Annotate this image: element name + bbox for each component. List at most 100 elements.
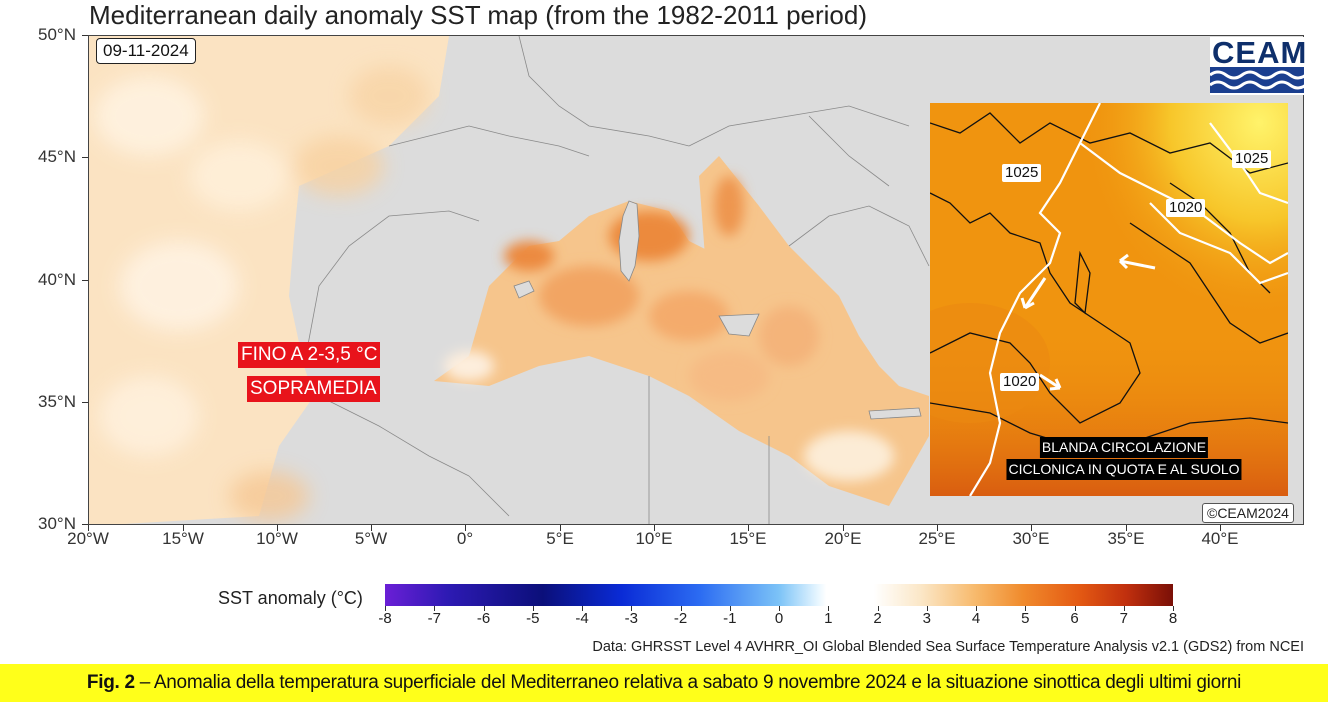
sst-colorbar — [385, 584, 1173, 606]
colorbar-tick — [434, 606, 436, 611]
colorbar-tick-label: -3 — [624, 610, 638, 627]
ceam-logo: CEAM — [1210, 35, 1308, 95]
copyright-badge: ©CEAM2024 — [1202, 503, 1294, 523]
colorbar-tick — [631, 606, 633, 611]
lat-label: 30°N — [38, 514, 76, 533]
colorbar-tick — [582, 606, 583, 611]
isobar-label: 1025 — [1232, 150, 1272, 168]
lon-label: 25°E — [918, 529, 956, 548]
colorbar-tick — [926, 606, 928, 611]
lon-tick — [465, 525, 466, 531]
colorbar-tick — [483, 606, 485, 611]
lon-tick — [183, 525, 184, 531]
lon-tick — [1126, 525, 1127, 531]
balearic-islands — [513, 280, 535, 299]
lon-tick — [1031, 525, 1032, 531]
lon-tick — [371, 525, 372, 531]
wave-logo-icon — [1210, 67, 1304, 93]
lat-label: 35°N — [38, 392, 76, 411]
lon-label: 5°E — [546, 529, 574, 548]
colorbar-tick-label: 3 — [922, 610, 931, 627]
sicily — [718, 313, 760, 337]
colorbar-tick — [828, 606, 830, 611]
lon-label: 30°E — [1012, 529, 1050, 548]
lon-label: 20°W — [67, 529, 109, 548]
synoptic-canvas — [930, 103, 1288, 496]
colorbar-tick-label: 7 — [1119, 610, 1128, 627]
colorbar-tick-label: -5 — [526, 610, 540, 627]
wind-arrows — [1020, 253, 1156, 391]
caption-text: – Anomalia della temperatura superficial… — [134, 672, 1242, 693]
caption-prefix: Fig. 2 — [86, 672, 135, 693]
colorbar-tick — [729, 606, 731, 611]
anomaly-annotation-line1: FINO A 2-3,5 °C — [238, 342, 381, 368]
lat-label: 45°N — [38, 147, 76, 166]
lon-tick — [654, 525, 655, 531]
data-source-note: Data: GHRSST Level 4 AVHRR_OI Global Ble… — [592, 639, 1304, 655]
lon-label: 5°W — [354, 529, 388, 548]
colorbar-tick-label: 2 — [873, 610, 882, 627]
crete — [868, 407, 922, 420]
lon-label: 40°E — [1201, 529, 1239, 548]
colorbar-tick — [1173, 606, 1174, 611]
colorbar-tick-label: 0 — [774, 610, 784, 627]
colorbar-tick — [1123, 606, 1125, 611]
lat-label: 50°N — [38, 25, 76, 44]
colorbar-tick-label: 1 — [824, 610, 833, 627]
lon-label: 10°E — [635, 529, 673, 548]
colorbar-tick — [976, 606, 977, 611]
lon-label: 20°E — [824, 529, 862, 548]
lon-tick — [748, 525, 749, 531]
lat-tick — [82, 402, 88, 403]
colorbar-tick-label: 4 — [971, 610, 981, 627]
anomaly-annotation-line2: SOPRAMEDIA — [247, 376, 380, 402]
colorbar-tick-label: -4 — [575, 610, 589, 627]
lon-label: 35°E — [1107, 529, 1145, 548]
colorbar-title: SST anomaly (°C) — [218, 588, 363, 608]
colorbar-tick-label: 5 — [1021, 610, 1030, 627]
corsica-sardinia — [618, 200, 640, 282]
figure-caption-bar: Fig. 2 – Anomalia della temperatura supe… — [0, 664, 1328, 702]
country-borders — [303, 36, 930, 524]
colorbar-tick-label: -6 — [476, 610, 491, 627]
colorbar-tick — [385, 606, 386, 611]
lat-tick — [82, 157, 88, 158]
lon-tick — [937, 525, 938, 531]
lon-label: 10°W — [256, 529, 298, 548]
lon-tick — [88, 525, 89, 531]
lon-tick — [1220, 525, 1221, 531]
colorbar-tick-label: 6 — [1070, 610, 1079, 627]
map-canvas — [89, 36, 930, 524]
colorbar-tick-label: -2 — [673, 610, 688, 627]
colorbar-tick — [1074, 606, 1076, 611]
inset-caption-line1: BLANDA CIRCOLAZIONE — [1039, 437, 1209, 458]
lon-tick — [843, 525, 844, 531]
logo-text: CEAM — [1212, 35, 1308, 70]
lat-tick — [82, 524, 88, 525]
lon-tick — [277, 525, 278, 531]
colorbar-tick — [1025, 606, 1027, 611]
lon-label: 15°E — [729, 529, 767, 548]
colorbar-tick — [680, 606, 682, 611]
colorbar-tick-label: -8 — [378, 610, 392, 627]
colorbar-tick — [877, 606, 879, 611]
lat-tick — [82, 35, 88, 36]
isobar-label: 1020 — [1000, 373, 1040, 391]
map-title: Mediterranean daily anomaly SST map (fro… — [89, 0, 868, 30]
figure-caption: Fig. 2 – Anomalia della temperatura supe… — [0, 672, 1328, 694]
inset-caption-line2: CICLONICA IN QUOTA E AL SUOLO — [1006, 459, 1242, 480]
colorbar-tick — [779, 606, 780, 611]
date-badge: 09-11-2024 — [96, 38, 196, 64]
lat-tick — [82, 280, 88, 281]
isobar-label: 1025 — [1002, 164, 1042, 182]
lat-label: 40°N — [38, 270, 76, 289]
lon-label: 0° — [456, 529, 474, 548]
lon-label: 15°W — [162, 529, 204, 548]
lon-tick — [560, 525, 561, 531]
colorbar-tick — [532, 606, 534, 611]
colorbar-tick-label: 8 — [1168, 610, 1178, 627]
isobar-label: 1020 — [1166, 199, 1206, 217]
colorbar-tick-label: -7 — [427, 610, 441, 627]
colorbar-tick-label: -1 — [723, 610, 737, 627]
synoptic-inset-map: 1025 1025 1020 1020 BLANDA CIRCOLAZIONE … — [930, 103, 1288, 496]
